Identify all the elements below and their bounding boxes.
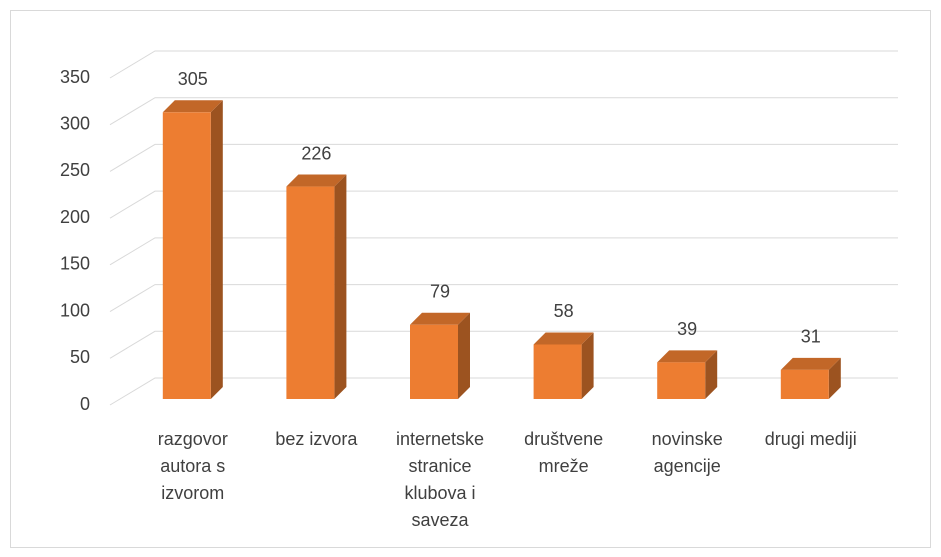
x-tick-label: novinske agencije (651, 429, 723, 476)
x-tick-label: drugi mediji (764, 429, 857, 449)
bar-top (286, 174, 347, 187)
bar-front (657, 362, 706, 399)
bar (410, 312, 470, 399)
bar-front (780, 369, 829, 399)
value-label: 39 (677, 319, 697, 339)
bar-side (210, 100, 223, 400)
bar-top (657, 350, 718, 363)
value-label: 226 (301, 143, 331, 163)
bar (780, 357, 841, 399)
y-tick-label: 350 (60, 67, 90, 87)
value-label: 31 (801, 327, 821, 347)
grid-line (109, 237, 898, 266)
bar-front (162, 112, 211, 400)
bar-side (705, 350, 718, 399)
bar (286, 174, 347, 399)
y-tick-label: 200 (60, 207, 90, 227)
bar (657, 350, 718, 399)
bar-top (410, 312, 470, 325)
grid-line (109, 97, 898, 126)
value-label: 305 (178, 69, 208, 89)
grid-line (109, 143, 898, 172)
bar (162, 100, 223, 400)
bar-front (286, 186, 335, 399)
x-tick-label: internetske stranice klubova i saveza (395, 429, 485, 530)
grid-line (109, 190, 898, 219)
bar-side (828, 357, 841, 399)
bar-side (458, 312, 470, 399)
bar-top (533, 332, 594, 345)
y-tick-label: 300 (60, 113, 90, 133)
grid-line (109, 330, 898, 359)
bar-side (334, 174, 347, 399)
value-label: 79 (430, 281, 450, 301)
bar-front (410, 324, 458, 399)
bar-front (533, 344, 582, 399)
bar-top (780, 357, 841, 370)
y-tick-label: 150 (60, 254, 90, 274)
grid-line (109, 50, 898, 79)
y-tick-label: 250 (60, 160, 90, 180)
value-label: 58 (554, 301, 574, 321)
bar-side (581, 332, 594, 399)
y-tick-label: 100 (60, 300, 90, 320)
grid-line (109, 284, 898, 312)
bar-top (162, 100, 223, 113)
x-tick-label: bez izvora (275, 429, 358, 449)
x-tick-label: društvene mreže (524, 429, 604, 476)
y-tick-label: 50 (70, 347, 90, 367)
bar (533, 332, 594, 399)
x-tick-label: razgovor autora s izvorom (157, 429, 228, 503)
grid-line (109, 377, 898, 406)
y-tick-label: 0 (80, 394, 90, 414)
